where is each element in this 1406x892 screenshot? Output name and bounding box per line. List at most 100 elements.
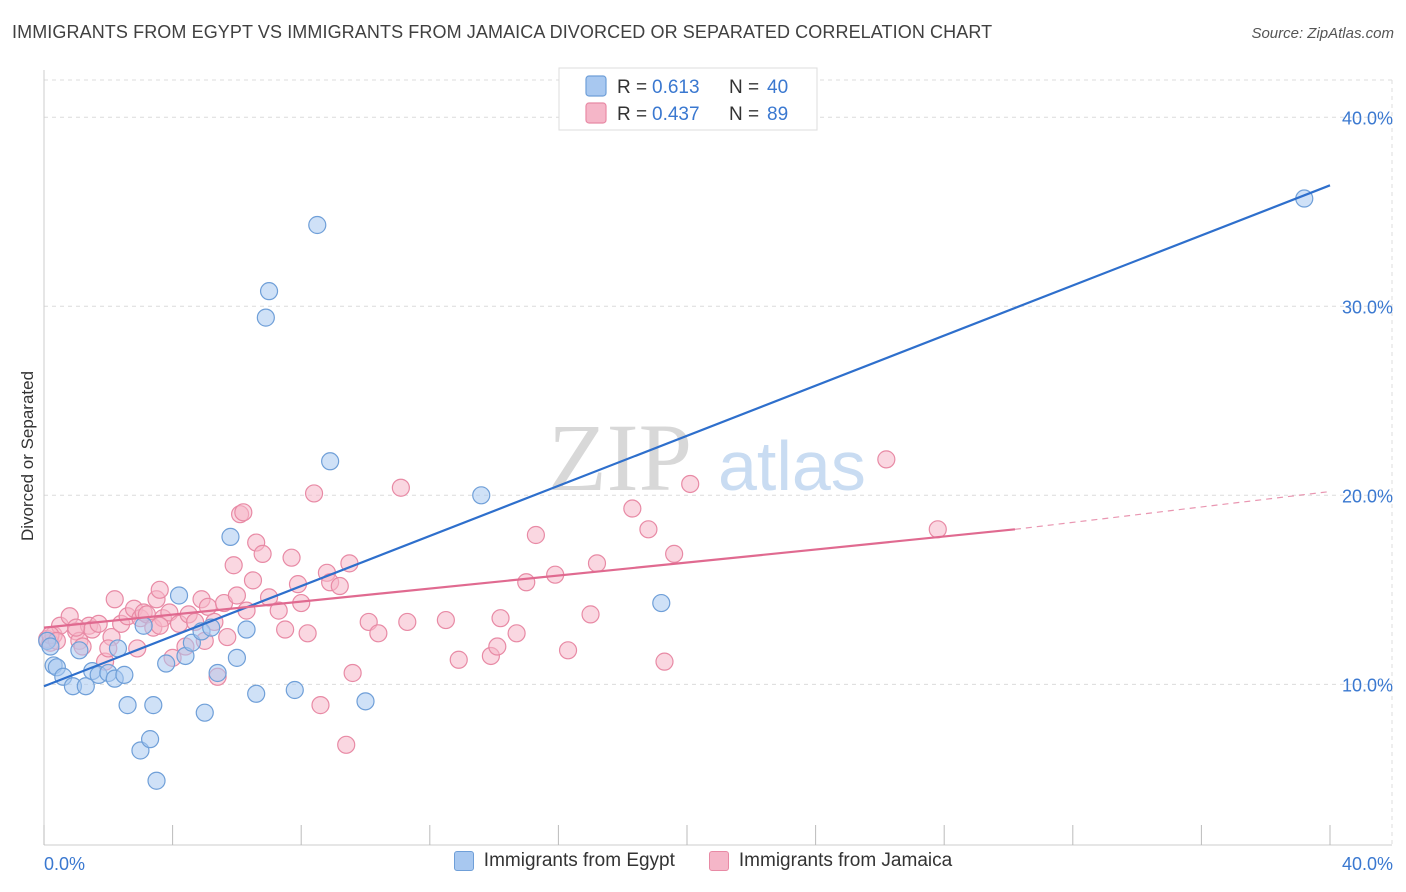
egypt-point — [256, 308, 275, 327]
stats-legend: R = 0.613 N = 40 R = 0.437 N = 89 — [558, 67, 818, 131]
egypt-point — [41, 637, 60, 656]
stats-n-label-egypt: N = — [729, 77, 759, 98]
egypt-point — [134, 616, 153, 635]
jamaica-point — [655, 652, 674, 671]
jamaica-point — [311, 696, 330, 715]
jamaica-point — [253, 544, 272, 564]
trend-lines — [43, 184, 1331, 688]
jamaica-trend-extension — [1014, 490, 1331, 530]
chart-title: IMMIGRANTS FROM EGYPT VS IMMIGRANTS FROM… — [12, 22, 993, 42]
egypt-point — [208, 663, 227, 683]
egypt-point — [227, 648, 246, 667]
jamaica-trend-line — [43, 528, 1016, 629]
jamaica-point — [67, 618, 86, 637]
jamaica-point — [558, 641, 578, 660]
legend-label-egypt: Immigrants from Egypt — [483, 850, 675, 871]
stats-r-label-egypt: R = — [617, 77, 647, 98]
jamaica-point — [665, 544, 684, 564]
jamaica-point — [526, 525, 545, 545]
jamaica-point — [623, 499, 642, 518]
tick-labels: 10.0% 20.0% 30.0% 40.0% 0.0% 40.0% — [44, 108, 1393, 874]
jamaica-point — [227, 586, 246, 605]
y-axis-label: Divorced or Separated — [18, 371, 37, 541]
jamaica-point — [587, 554, 607, 573]
egypt-point — [652, 593, 671, 613]
stats-n-value-egypt: 40 — [767, 77, 788, 98]
egypt-point — [221, 527, 240, 546]
egypt-point — [144, 696, 163, 715]
jamaica-point — [150, 580, 169, 599]
jamaica-point — [517, 573, 536, 592]
jamaica-point — [150, 616, 169, 635]
legend-marker-jamaica — [708, 851, 729, 871]
jamaica-point — [330, 576, 349, 596]
stats-r-value-jamaica: 0.437 — [652, 104, 700, 125]
jamaica-point — [298, 624, 317, 643]
legend-label-jamaica: Immigrants from Jamaica — [738, 850, 953, 871]
egypt-point — [157, 654, 176, 673]
egypt-point — [147, 771, 166, 790]
jamaica-point — [581, 605, 600, 624]
egypt-point — [140, 730, 160, 749]
egypt-point — [308, 215, 327, 235]
y-tick-label: 30.0% — [1342, 297, 1393, 317]
egypt-point — [285, 680, 304, 700]
jamaica-point — [304, 484, 324, 503]
jamaica-point — [436, 610, 455, 630]
egypt-point — [472, 486, 491, 505]
stats-n-label-jamaica: N = — [729, 104, 759, 125]
egypt-point — [118, 696, 137, 715]
legend-marker-egypt — [453, 851, 474, 871]
jamaica-point — [224, 556, 243, 575]
jamaica-point — [877, 450, 896, 469]
jamaica-point — [639, 520, 658, 539]
egypt-trend-line — [43, 184, 1331, 688]
series-legend: Immigrants from Egypt Immigrants from Ja… — [0, 850, 1406, 872]
jamaica-point — [398, 612, 417, 632]
egypt-point — [237, 620, 256, 639]
axes — [43, 70, 1392, 846]
y-tick-label: 10.0% — [1342, 675, 1393, 695]
egypt-point — [195, 703, 214, 722]
jamaica-point — [507, 624, 526, 643]
y-tick-label: 20.0% — [1342, 486, 1393, 506]
jamaica-point — [681, 474, 700, 494]
egypt-point — [259, 282, 279, 301]
jamaica-point — [282, 548, 301, 567]
legend-item-egypt[interactable]: Immigrants from Egypt — [453, 850, 675, 872]
watermark-zip: ZIP — [548, 404, 692, 511]
jamaica-point — [269, 601, 288, 620]
jamaica-point — [276, 620, 295, 639]
legend-item-jamaica[interactable]: Immigrants from Jamaica — [708, 850, 953, 872]
egypt-point — [356, 692, 375, 711]
egypt-point — [76, 677, 95, 696]
jamaica-point — [928, 520, 947, 539]
legend-swatch-jamaica — [585, 102, 607, 124]
jamaica-point — [234, 503, 253, 522]
x-tick-label: 0.0% — [44, 854, 85, 874]
jamaica-point — [369, 624, 388, 643]
legend-swatch-egypt — [585, 75, 607, 97]
egypt-point — [169, 586, 189, 605]
source-label: Source: ZipAtlas.com — [1251, 25, 1394, 42]
jamaica-point — [243, 571, 263, 590]
jamaica-point — [337, 735, 356, 754]
jamaica-point — [491, 609, 510, 628]
egypt-points — [38, 189, 1314, 790]
egypt-point — [321, 452, 340, 471]
watermark-atlas: atlas — [718, 427, 866, 505]
jamaica-point — [449, 650, 468, 669]
y-tick-label: 40.0% — [1342, 108, 1393, 128]
stats-r-label-jamaica: R = — [617, 104, 647, 125]
egypt-point — [70, 641, 89, 660]
x-tick-label: 40.0% — [1342, 854, 1393, 874]
jamaica-point — [391, 478, 410, 497]
egypt-point — [115, 665, 134, 684]
jamaica-point — [488, 637, 507, 656]
jamaica-point — [198, 597, 218, 616]
jamaica-point — [218, 627, 237, 647]
egypt-point — [247, 684, 266, 703]
stats-n-value-jamaica: 89 — [767, 104, 788, 125]
jamaica-point — [343, 663, 362, 683]
